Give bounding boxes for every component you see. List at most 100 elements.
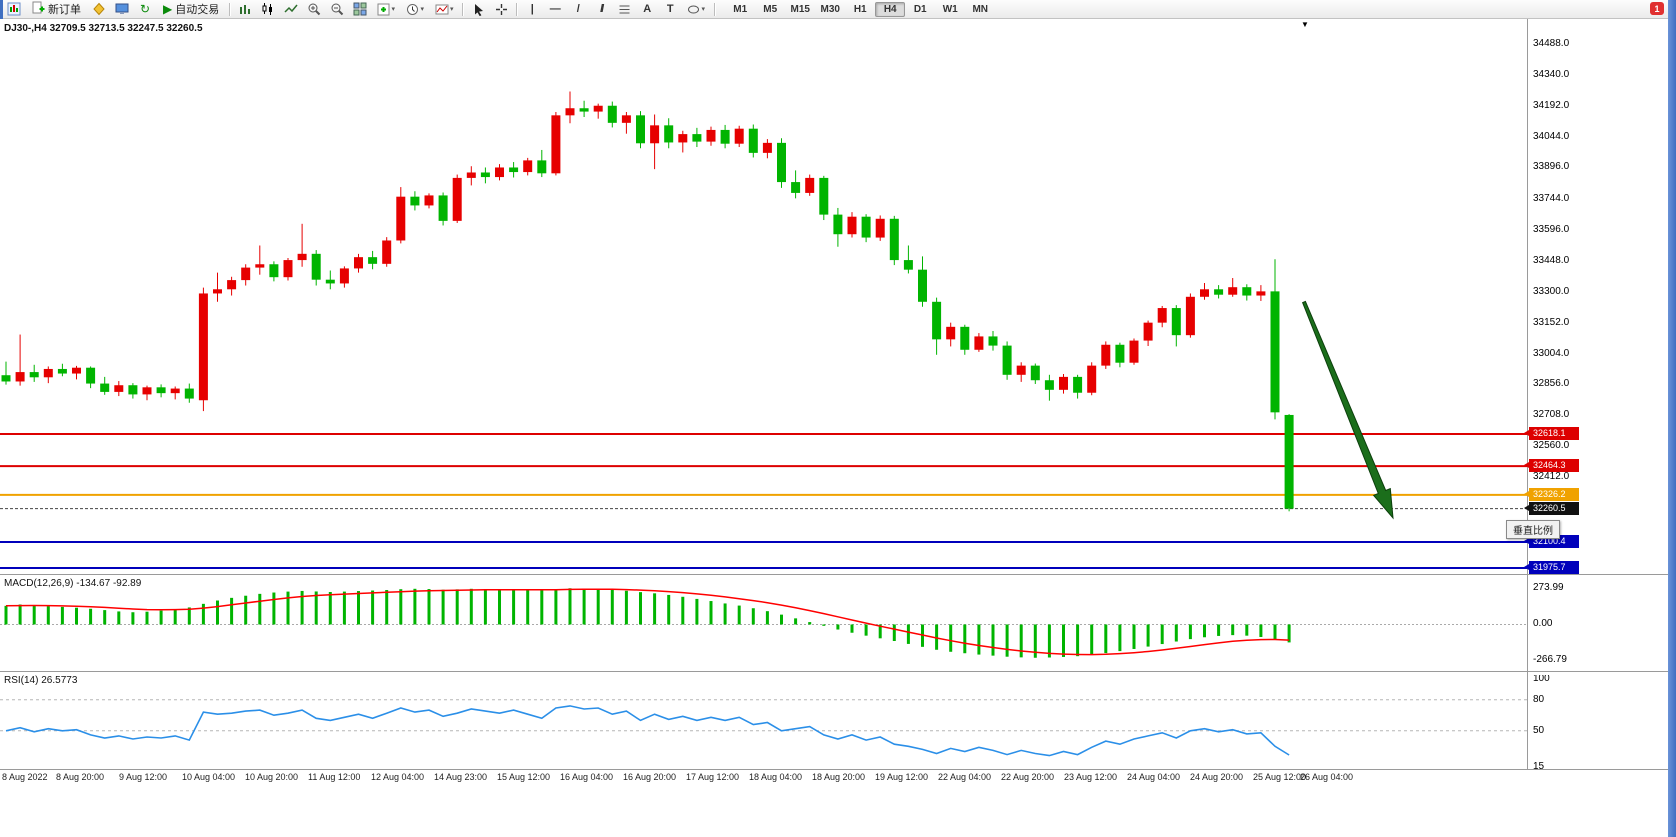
market-watch-icon[interactable] — [111, 0, 133, 18]
macd-axis-label: 273.99 — [1533, 582, 1564, 593]
rsi-label: RSI(14) 26.5773 — [4, 675, 78, 686]
price-axis-label: 33596.0 — [1533, 224, 1570, 236]
timeframe-m1[interactable]: M1 — [733, 3, 748, 15]
price-tag: 32260.5 — [1524, 501, 1579, 515]
time-axis-label: 24 Aug 20:00 — [1190, 772, 1244, 782]
pane-divider-main-macd[interactable] — [0, 574, 1668, 578]
rsi-axis-label: 50 — [1533, 724, 1545, 736]
chevron-down-icon: ▾ — [449, 6, 454, 13]
indicators-icon[interactable]: ▾ — [372, 0, 400, 18]
toolbar-separator — [229, 2, 231, 16]
channel-icon[interactable]: // — [600, 2, 604, 15]
time-axis-label: 19 Aug 12:00 — [875, 772, 929, 782]
auto-trade-label: 自动交易 — [175, 4, 220, 16]
templates-icon[interactable]: ▾ — [430, 0, 458, 18]
price-axis-label: 33744.0 — [1533, 193, 1570, 205]
timeframe-h4[interactable]: H4 — [875, 1, 906, 17]
timeframe-m5[interactable]: M5 — [763, 3, 778, 15]
rsi-panel[interactable] — [0, 672, 1527, 769]
trendline-icon[interactable]: / — [576, 2, 580, 15]
price-axis-label: 32560.0 — [1533, 440, 1570, 452]
main-toolbar: 新订单 ↻ ▶ 自动交易 — [0, 0, 1668, 19]
price-tag: 32618.1 — [1524, 427, 1579, 440]
zoom-in-icon[interactable] — [303, 0, 325, 18]
refresh-icon[interactable]: ↻ — [139, 2, 151, 16]
toolbar-separator — [714, 2, 716, 16]
vertical-line-icon[interactable]: | — [530, 2, 534, 15]
timeframe-bar: M1 M5 M15 M30 H1 H4 D1 W1 MN — [725, 1, 995, 17]
latest-bar-marker[interactable]: ▼ — [1301, 20, 1309, 29]
time-axis-label: 8 Aug 20:00 — [56, 772, 105, 782]
label-icon[interactable]: T — [666, 2, 674, 15]
notification-badge[interactable]: 1 — [1650, 2, 1664, 15]
text-icon[interactable]: A — [643, 2, 652, 15]
time-axis-label: 11 Aug 12:00 — [308, 772, 361, 782]
time-axis-label: 8 Aug 2022 — [2, 772, 48, 782]
time-axis-label: 14 Aug 23:00 — [434, 772, 488, 782]
time-axis-label: 25 Aug 12:00 — [1253, 772, 1307, 782]
vertical-scale-tooltip: 垂直比例 — [1506, 520, 1560, 539]
cursor-icon[interactable] — [467, 0, 489, 18]
auto-trade-button[interactable]: ▶ 自动交易 — [157, 0, 225, 18]
zoom-out-icon[interactable] — [326, 0, 348, 18]
price-tag: 31975.7 — [1524, 561, 1579, 574]
price-tag: 32326.2 — [1524, 487, 1579, 501]
price-axis-separator — [1527, 18, 1528, 770]
macd-axis-label: 0.00 — [1533, 618, 1553, 630]
time-axis-label: 24 Aug 04:00 — [1127, 772, 1181, 782]
price-axis-label: 32708.0 — [1533, 409, 1570, 421]
timeframe-mn[interactable]: MN — [972, 3, 989, 15]
pane-divider-rsi-time[interactable] — [0, 769, 1668, 773]
window-border-right — [1668, 0, 1676, 837]
time-axis-label: 22 Aug 04:00 — [938, 772, 992, 782]
macd-axis-label: -266.79 — [1533, 654, 1567, 665]
chart-title: DJ30-,H4 32709.5 32713.5 32247.5 32260.5 — [4, 23, 203, 34]
timeframe-w1[interactable]: W1 — [942, 3, 958, 15]
price-axis-label: 33300.0 — [1533, 285, 1570, 297]
fibonacci-icon[interactable] — [613, 0, 635, 18]
rsi-axis-label: 15 — [1533, 761, 1545, 772]
tile-windows-icon[interactable] — [349, 0, 371, 18]
macd-panel[interactable] — [0, 575, 1527, 671]
time-axis-label: 10 Aug 04:00 — [182, 772, 236, 782]
crosshair-icon[interactable] — [490, 0, 512, 18]
time-axis-label: 22 Aug 20:00 — [1001, 772, 1055, 782]
price-axis-label: 33152.0 — [1533, 316, 1570, 328]
timeframe-m15[interactable]: M15 — [790, 3, 810, 15]
new-order-label: 新订单 — [48, 4, 81, 16]
price-axis-label: 32412.0 — [1533, 471, 1570, 482]
macd-label: MACD(12,26,9) -134.67 -92.89 — [4, 578, 142, 589]
toolbar-separator — [462, 2, 464, 16]
time-axis-label: 15 Aug 12:00 — [497, 772, 551, 782]
time-axis-label: 26 Aug 04:00 — [1300, 772, 1354, 782]
toolbar-separator — [516, 2, 518, 16]
candlestick-icon[interactable] — [257, 0, 279, 18]
timeframe-m30[interactable]: M30 — [820, 3, 840, 15]
auto-trade-play-icon: ▶ — [163, 2, 173, 16]
price-axis-label: 32856.0 — [1533, 378, 1570, 390]
time-axis-label: 18 Aug 20:00 — [812, 772, 866, 782]
favorites-icon[interactable] — [88, 0, 110, 18]
timeframe-h1[interactable]: H1 — [853, 3, 867, 15]
price-axis-label: 33448.0 — [1533, 254, 1570, 266]
price-axis-label: 33004.0 — [1533, 347, 1570, 359]
periods-clock-icon[interactable]: ▾ — [401, 0, 429, 18]
pane-divider-macd-rsi[interactable] — [0, 671, 1668, 675]
price-axis-label: 34340.0 — [1533, 68, 1570, 80]
price-tag: 32464.3 — [1524, 459, 1579, 473]
price-chart[interactable] — [0, 18, 1527, 575]
shapes-icon[interactable]: ▾ — [682, 0, 710, 18]
chevron-down-icon: ▾ — [701, 6, 705, 13]
chevron-down-icon: ▾ — [391, 6, 395, 13]
new-order-button[interactable]: 新订单 — [26, 0, 87, 18]
chevron-down-icon: ▾ — [420, 6, 424, 13]
rsi-axis-label: 80 — [1533, 693, 1545, 705]
price-axis-label: 34044.0 — [1533, 130, 1570, 142]
window-border-left — [0, 0, 3, 19]
new-order-icon — [32, 1, 45, 17]
time-axis-label: 16 Aug 20:00 — [623, 772, 677, 782]
timeframe-d1[interactable]: D1 — [913, 3, 927, 15]
bar-chart-icon[interactable] — [234, 0, 256, 18]
horizontal-line-icon[interactable]: — — [549, 2, 561, 15]
line-chart-icon[interactable] — [280, 0, 302, 18]
